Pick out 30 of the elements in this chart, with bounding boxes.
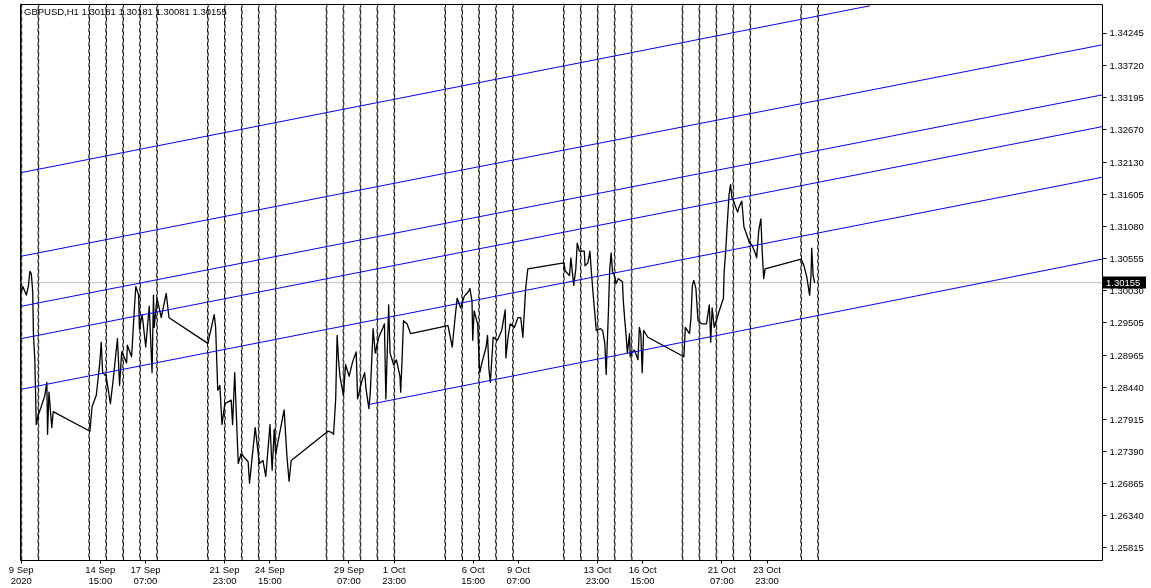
x-tick-label: 1 Oct 23:00 (382, 563, 407, 586)
x-tick-label: 24 Sep 15:00 (254, 563, 285, 586)
y-tick-label: 1.28965 (1109, 349, 1144, 361)
y-tick-label: 1.30555 (1109, 252, 1144, 264)
y-tick-label: 1.25815 (1109, 541, 1144, 553)
ref-line-label: 1.30155 (1106, 276, 1141, 288)
y-tick-label: 1.34245 (1109, 27, 1144, 39)
x-tick-label: 6 Oct 15:00 (461, 563, 486, 586)
y-tick-label: 1.32670 (1109, 123, 1144, 135)
y-tick-label: 1.26865 (1109, 477, 1144, 489)
x-tick-label: 9 Sep 2020 (8, 563, 34, 586)
x-tick-label: 14 Sep 15:00 (85, 563, 116, 586)
x-tick-label: 13 Oct 23:00 (583, 563, 612, 586)
y-tick-label: 1.27390 (1109, 445, 1144, 457)
y-tick-label: 1.31080 (1109, 220, 1144, 232)
y-tick-label: 1.31605 (1109, 188, 1144, 200)
x-tick-label: 17 Sep 07:00 (130, 563, 161, 586)
y-tick-label: 1.33720 (1109, 59, 1144, 71)
y-tick-label: 1.26340 (1109, 509, 1144, 521)
y-tick-label: 1.32130 (1109, 156, 1144, 168)
y-tick-label: 1.29505 (1109, 316, 1144, 328)
x-tick-label: 16 Oct 15:00 (628, 563, 658, 586)
y-tick-label: 1.33195 (1109, 91, 1144, 103)
x-tick-label: 29 Sep 07:00 (333, 563, 364, 586)
x-tick-label: 23 Oct 23:00 (753, 563, 782, 586)
x-tick-label: 21 Sep 23:00 (209, 563, 240, 586)
y-tick-label: 1.28440 (1109, 381, 1144, 393)
x-tick-label: 21 Oct 07:00 (707, 563, 737, 586)
y-tick-label: 1.27915 (1109, 413, 1144, 425)
x-tick-label: 9 Oct 07:00 (506, 563, 531, 586)
